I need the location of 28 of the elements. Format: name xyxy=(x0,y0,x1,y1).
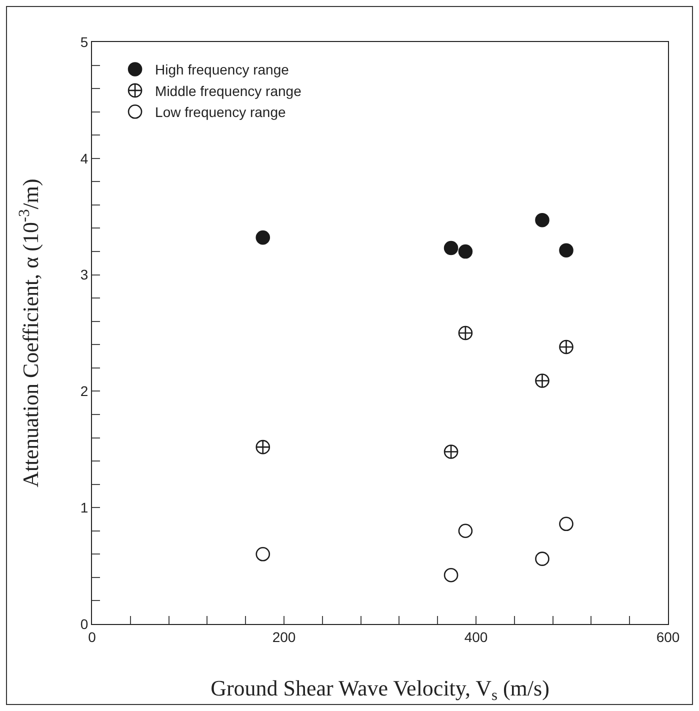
x-axis-title: Ground Shear Wave Velocity, V$_{s}$ (m/s) xyxy=(210,675,550,704)
y-tick-label: 1 xyxy=(80,500,88,516)
legend-label: Low frequency range xyxy=(155,104,286,120)
point xyxy=(256,547,270,562)
point xyxy=(256,230,270,245)
x-tick-label: 400 xyxy=(464,628,488,645)
y-tick-label: 5 xyxy=(80,34,88,50)
point xyxy=(559,340,574,354)
point xyxy=(444,240,458,256)
point xyxy=(458,326,473,340)
x-tick-label: 600 xyxy=(656,628,680,645)
y-tick-label: 0 xyxy=(80,616,88,632)
point xyxy=(535,374,550,388)
point xyxy=(559,516,574,532)
x-tick-label: 200 xyxy=(272,628,296,645)
point xyxy=(256,440,270,454)
point xyxy=(535,552,550,566)
point xyxy=(458,524,473,538)
y-tick-label: 3 xyxy=(80,266,88,283)
y-tick-label: 2 xyxy=(80,383,88,400)
point xyxy=(559,243,574,258)
y-tick-label: 4 xyxy=(80,150,88,166)
legend-label: High frequency range xyxy=(155,62,290,78)
legend-label: Middle frequency range xyxy=(155,82,302,99)
point xyxy=(444,568,458,582)
point xyxy=(535,212,550,228)
point xyxy=(458,244,473,259)
point xyxy=(444,444,458,459)
